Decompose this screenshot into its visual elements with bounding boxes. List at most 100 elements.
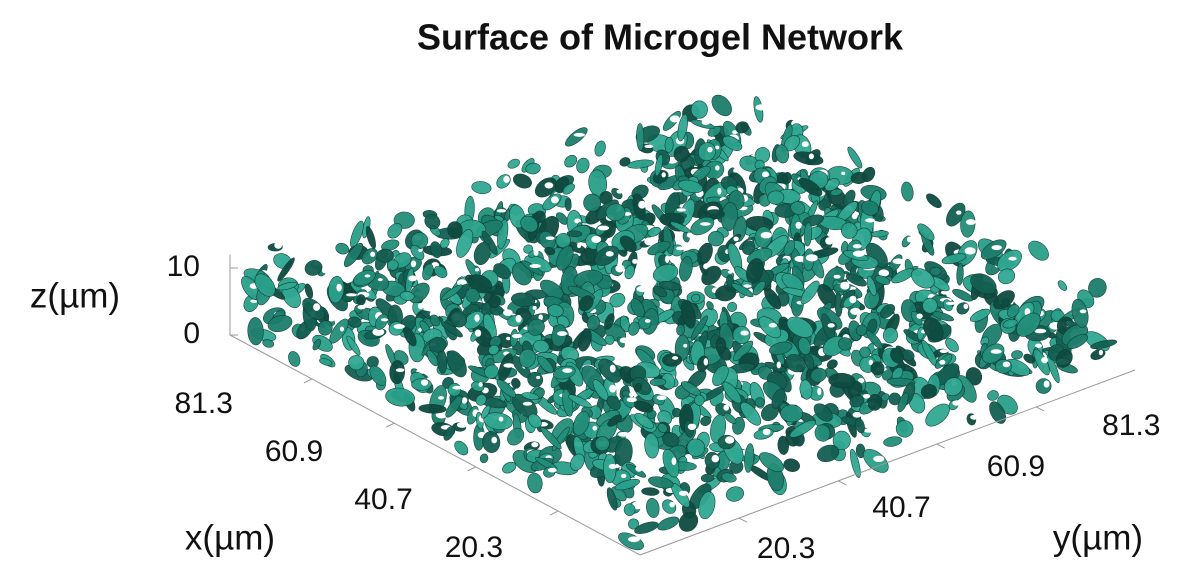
- surface-hole: [672, 457, 677, 465]
- surface-hole: [679, 491, 689, 496]
- surface-hole: [755, 104, 767, 110]
- y-tick-label: 20.3: [757, 532, 815, 565]
- surface-blob: [883, 327, 898, 343]
- surface-hole: [340, 327, 344, 332]
- surface-blob: [593, 140, 607, 158]
- surface-hole: [1044, 380, 1050, 387]
- surface-hole: [834, 275, 841, 279]
- surface-hole: [618, 432, 630, 437]
- z-axis-label: z(µm): [30, 276, 120, 315]
- surface-hole: [546, 236, 555, 240]
- surface-blob: [636, 123, 644, 150]
- surface-hole: [865, 218, 875, 222]
- surface-hole: [676, 246, 684, 250]
- x-tick: [386, 423, 394, 427]
- surface-hole: [475, 330, 481, 337]
- surface-blob: [725, 485, 746, 504]
- surface-blob: [716, 338, 726, 354]
- surface-hole: [1099, 350, 1103, 356]
- surface-hole: [503, 176, 509, 183]
- surface-blob: [511, 171, 534, 190]
- surface-hole: [621, 474, 626, 478]
- surface-hole: [577, 243, 581, 248]
- surface-hole: [615, 265, 624, 273]
- surface-hole: [644, 145, 653, 148]
- surface-hole: [825, 237, 833, 245]
- surface-hole: [497, 209, 507, 212]
- surface-blob: [488, 295, 501, 308]
- surface-hole: [802, 141, 809, 147]
- surface-blob: [690, 118, 715, 131]
- surface-blob: [356, 294, 365, 305]
- surface-hole: [620, 338, 628, 344]
- surface-hole: [598, 226, 609, 231]
- surface-hole: [474, 314, 479, 322]
- surface-hole: [700, 222, 711, 226]
- surface-blob: [883, 435, 903, 447]
- surface-blob: [650, 378, 666, 386]
- y-tick: [838, 481, 846, 485]
- surface-blob: [452, 439, 471, 458]
- surface-hole: [627, 397, 637, 402]
- surface-hole: [638, 201, 646, 209]
- x-tick-label: 60.9: [265, 435, 323, 468]
- surface-blob: [563, 124, 590, 149]
- surface-hole: [635, 466, 642, 472]
- surface-hole: [1041, 357, 1048, 363]
- surface-hole: [503, 309, 513, 316]
- surface-hole: [702, 120, 710, 125]
- surface-hole: [346, 293, 357, 296]
- surface-hole: [966, 219, 976, 225]
- surface-hole: [806, 254, 818, 261]
- surface-hole: [1003, 361, 1011, 367]
- surface-hole: [715, 165, 719, 170]
- surface-hole: [956, 210, 961, 214]
- surface-hole: [381, 318, 388, 321]
- surface-hole: [574, 133, 585, 137]
- surface-hole: [723, 405, 729, 411]
- surface-hole: [840, 282, 849, 290]
- x-tick: [550, 511, 558, 515]
- surface-hole: [992, 245, 1002, 250]
- surface-hole: [970, 415, 979, 420]
- surface-hole: [704, 358, 709, 365]
- surface-hole: [534, 248, 539, 256]
- x-tick-label: 40.7: [354, 483, 412, 516]
- surface-hole: [637, 286, 649, 292]
- surface-hole: [864, 428, 874, 432]
- surface-blob: [995, 359, 1012, 373]
- z-tick-label: 10: [167, 250, 200, 283]
- surface-hole: [516, 315, 522, 323]
- surface-hole: [617, 189, 624, 193]
- surface-hole: [418, 249, 422, 252]
- surface-blob: [1011, 350, 1023, 360]
- surface-blob: [479, 453, 489, 464]
- surface-blob: [364, 225, 377, 249]
- surface-hole: [850, 308, 860, 315]
- surface-hole: [274, 242, 282, 249]
- surface-hole: [644, 238, 654, 246]
- surface-blob: [660, 497, 679, 516]
- surface-blob: [675, 508, 701, 535]
- y-tick-label: 81.3: [1102, 409, 1160, 442]
- surface-hole: [545, 182, 554, 188]
- surface-hole: [662, 172, 666, 177]
- surface-hole: [688, 424, 696, 430]
- surface-blob: [304, 283, 315, 299]
- surface-hole: [629, 392, 634, 397]
- y-tick: [1036, 407, 1044, 411]
- x-tick: [304, 379, 312, 383]
- surface-hole: [322, 266, 328, 274]
- surface-hole: [952, 400, 961, 405]
- surface-blob: [845, 145, 864, 170]
- surface-blob: [1056, 279, 1068, 292]
- surface-hole: [683, 344, 687, 348]
- surface-hole: [657, 395, 667, 400]
- surface-blob: [641, 487, 659, 496]
- surface-blob: [526, 472, 543, 494]
- surface-hole: [562, 368, 572, 373]
- z-tick-label: 0: [183, 317, 200, 350]
- surface-hole: [499, 417, 504, 422]
- surface-hole: [462, 397, 468, 403]
- surface-hole: [917, 314, 923, 319]
